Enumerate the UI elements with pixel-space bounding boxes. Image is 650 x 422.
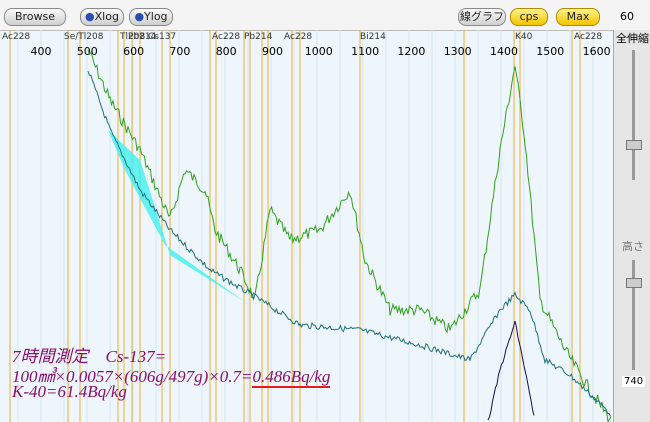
x-tick-label: 1100 — [351, 45, 379, 58]
nuclide-label: Pb214 — [128, 32, 157, 42]
line-graph-button[interactable]: 線グラフ — [458, 8, 506, 26]
spectrum-plot: 400 500 600 700 800 900 1000 1100 1200 1300 1400 15… — [2, 30, 612, 422]
height-thumb[interactable] — [626, 278, 642, 288]
x-tick-label: 400 — [31, 45, 52, 58]
x-tick-label: 1000 — [305, 45, 333, 58]
x-tick-label: 500 — [77, 45, 98, 58]
max-button[interactable]: Max — [556, 8, 600, 26]
x-tick-label: 700 — [169, 45, 190, 58]
nuclide-label: K40 — [515, 32, 533, 42]
nuclide-label: Cs137 — [148, 32, 176, 42]
nuclide-label: Ac228 — [212, 32, 240, 42]
nuclide-label: Ac228 — [2, 32, 30, 42]
zoom-slider[interactable] — [632, 50, 635, 180]
result: 0.486Bq/kg — [252, 367, 331, 388]
nuclide-label: Bi214 — [360, 32, 386, 42]
x-tick-label: 1300 — [444, 45, 472, 58]
nuclide-label: Pb214 — [244, 32, 273, 42]
nuclide-label: Ac228 — [284, 32, 312, 42]
x-tick-label: 1600 — [583, 45, 611, 58]
x-tick-label: 800 — [216, 45, 237, 58]
ylog-label: Ylog — [144, 10, 168, 23]
nuclide-label: Ac228 — [574, 32, 602, 42]
zoom-label: 全伸縮 — [616, 32, 649, 45]
cps-button[interactable]: cps — [510, 8, 548, 26]
selection-area — [108, 130, 245, 302]
x-tick-label: 1500 — [536, 45, 564, 58]
x-tick-label: 1200 — [397, 45, 425, 58]
spectrum-green — [87, 49, 612, 422]
right-value: 60 — [620, 10, 634, 23]
nuclide-label: Tl208 — [119, 32, 145, 42]
formula: 100㎣×0.0057×(606g/497g)×0.7= — [12, 367, 253, 386]
x-tick-label: 600 — [123, 45, 144, 58]
xlog-label: Xlog — [94, 10, 119, 23]
spectrum-teal — [87, 70, 611, 417]
annotation-line2: 100㎣×0.0057×(606g/497g)×0.7=0.486Bq/kg — [12, 362, 331, 388]
height-value: 740 — [622, 376, 646, 387]
x-tick-label: 900 — [262, 45, 283, 58]
x-tick-label: 1400 — [490, 45, 518, 58]
zoom-thumb[interactable] — [626, 140, 642, 150]
xlog-button[interactable]: ●Xlog — [80, 8, 124, 26]
ylog-button[interactable]: ●Ylog — [129, 8, 173, 26]
spectrum-navy — [487, 320, 535, 421]
height-slider[interactable] — [632, 260, 635, 370]
height-label: 高さ — [622, 240, 644, 253]
annotation-line3: K-40=61.4Bq/kg — [12, 382, 127, 401]
nuclide-label: Se/Tl208 — [64, 32, 104, 42]
side-panel: 全伸縮 高さ 740 — [613, 30, 650, 422]
annotation-line1: 7時間測定 Cs-137= — [12, 347, 167, 366]
browse-button[interactable]: Browse — [4, 8, 66, 26]
